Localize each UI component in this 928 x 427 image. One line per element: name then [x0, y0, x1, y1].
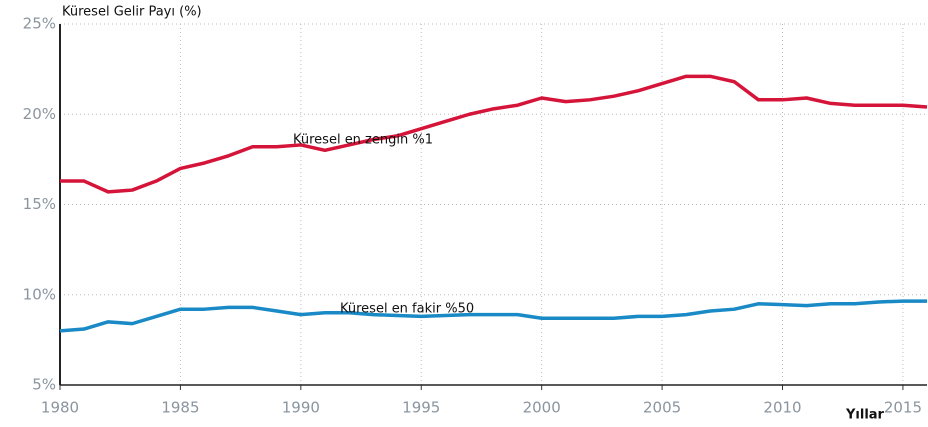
x-tick-label: 2000 — [523, 399, 561, 417]
series-label: Küresel en zengin %1 — [293, 133, 433, 148]
x-tick-label: 1985 — [161, 399, 199, 417]
x-tick-label: 1990 — [282, 399, 320, 417]
x-tick-label: 2005 — [643, 399, 681, 417]
series-line — [60, 74, 928, 194]
series-label: Küresel en fakir %50 — [340, 302, 474, 317]
y-axis-title: Küresel Gelir Payı (%) — [62, 5, 202, 20]
series-line — [59, 299, 927, 333]
x-tick-label: 1980 — [41, 399, 79, 417]
y-tick-label: 5% — [32, 376, 56, 394]
x-axis-title: Yıllar — [845, 408, 885, 423]
x-tick-label: 2010 — [763, 399, 801, 417]
y-tick-label: 25% — [23, 15, 56, 33]
x-tick-label: 1995 — [402, 399, 440, 417]
y-tick-label: 15% — [23, 195, 56, 213]
x-tick-label: 2015 — [884, 399, 922, 417]
y-tick-label: 20% — [23, 105, 56, 123]
y-tick-label: 10% — [23, 285, 56, 303]
